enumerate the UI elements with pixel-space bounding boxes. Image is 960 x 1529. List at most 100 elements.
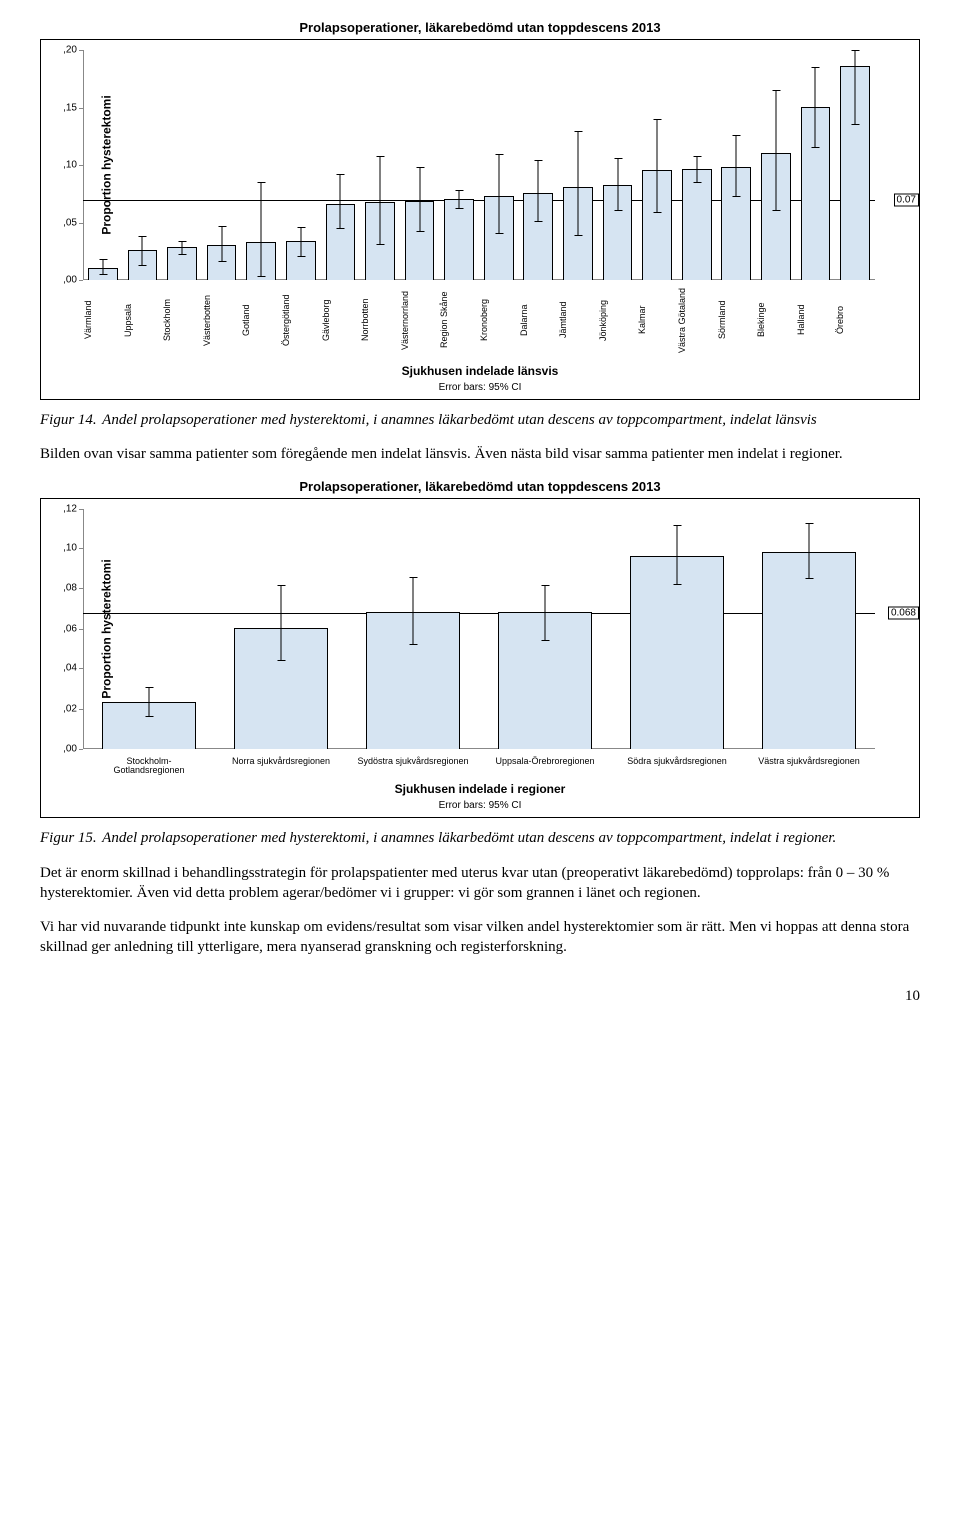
error-bar: [736, 135, 737, 197]
bar-slot: [796, 50, 836, 280]
figure-14-num: Figur 14.: [40, 412, 99, 428]
ytick-label: ,04: [47, 663, 77, 674]
reference-label: 0.068: [888, 606, 919, 619]
error-bar: [261, 182, 262, 276]
bar-slot: [717, 50, 757, 280]
x-category-label: Uppsala: [123, 284, 163, 358]
ytick-label: ,20: [47, 45, 77, 56]
error-bar: [413, 577, 414, 645]
figure-15: Prolapsoperationer, läkarebedömd utan to…: [40, 479, 920, 819]
figure-14: Prolapsoperationer, läkarebedömd utan to…: [40, 20, 920, 400]
paragraph-2: Det är enorm skillnad i behandlingsstrat…: [40, 863, 920, 904]
x-category-label: Norra sjukvårdsregionen: [215, 753, 347, 777]
ytick-label: ,10: [47, 160, 77, 171]
x-category-label: Värmland: [83, 284, 123, 358]
error-bar: [677, 525, 678, 585]
chart2-xlabels: Stockholm-GotlandsregionenNorra sjukvård…: [83, 753, 875, 777]
bar-slot: [598, 50, 638, 280]
error-bar: [815, 67, 816, 148]
bar-slot: [83, 50, 123, 280]
bar-slot: [439, 50, 479, 280]
ytick-label: ,12: [47, 503, 77, 514]
figure-14-text: Andel prolapsoperationer med hysterektom…: [102, 412, 817, 428]
error-bar: [775, 90, 776, 211]
bar-slot: [241, 50, 281, 280]
ytick-label: ,00: [47, 275, 77, 286]
chart2-plot-area: Proportion hysterektomi ,00,02,04,06,08,…: [83, 509, 875, 749]
bar-slot: [479, 509, 611, 749]
bar-slot: [83, 509, 215, 749]
figure-15-caption: Figur 15. Andel prolapsoperationer med h…: [40, 828, 920, 848]
chart1-title: Prolapsoperationer, läkarebedömd utan to…: [40, 20, 920, 35]
ytick-label: ,02: [47, 703, 77, 714]
paragraph-3: Vi har vid nuvarande tidpunkt inte kunsk…: [40, 917, 920, 958]
bar-slot: [756, 50, 796, 280]
x-category-label: Västra Götaland: [677, 284, 717, 358]
paragraph-1: Bilden ovan visar samma patienter som fö…: [40, 444, 920, 464]
error-bar: [809, 523, 810, 579]
bar-slot: [202, 50, 242, 280]
x-category-label: Örebro: [835, 284, 875, 358]
error-bar: [281, 585, 282, 661]
page-number: 10: [40, 988, 920, 1005]
bar-slot: [677, 50, 717, 280]
error-bar: [300, 227, 301, 257]
chart1-plot: ,00,05,10,15,200.07: [83, 50, 875, 280]
error-bar: [855, 50, 856, 125]
chart1-error-note: Error bars: 95% CI: [41, 382, 919, 393]
ytick-label: ,10: [47, 543, 77, 554]
chart2-plot: ,00,02,04,06,08,10,120.068: [83, 509, 875, 749]
reference-label: 0.07: [894, 193, 919, 206]
bar-slot: [162, 50, 202, 280]
x-category-label: Stockholm: [162, 284, 202, 358]
x-category-label: Region Skåne: [439, 284, 479, 358]
figure-15-num: Figur 15.: [40, 830, 99, 846]
x-category-label: Södra sjukvårdsregionen: [611, 753, 743, 777]
error-bar: [498, 154, 499, 235]
bar-slot: [835, 50, 875, 280]
x-category-label: Dalarna: [519, 284, 559, 358]
chart2-xaxis-title: Sjukhusen indelade i regioner: [41, 782, 919, 796]
error-bar: [459, 190, 460, 208]
x-category-label: Västerbotten: [202, 284, 242, 358]
error-bar: [181, 241, 182, 255]
x-category-label: Sörmland: [717, 284, 757, 358]
bar-slot: [215, 509, 347, 749]
error-bar: [577, 131, 578, 237]
bar-slot: [611, 509, 743, 749]
error-bar: [538, 160, 539, 222]
bar-slot: [479, 50, 519, 280]
bar-slot: [360, 50, 400, 280]
ytick-label: ,06: [47, 623, 77, 634]
ytick-label: ,05: [47, 217, 77, 228]
error-bar: [419, 167, 420, 231]
error-bar: [221, 226, 222, 262]
x-category-label: Jämtland: [558, 284, 598, 358]
x-category-label: Västernorrland: [400, 284, 440, 358]
x-category-label: Jönköping: [598, 284, 638, 358]
ytick-label: ,00: [47, 743, 77, 754]
bar-slot: [281, 50, 321, 280]
bar: [444, 199, 474, 281]
ytick-label: ,15: [47, 102, 77, 113]
error-bar: [379, 156, 380, 246]
error-bar: [340, 174, 341, 229]
chart1-xlabels: VärmlandUppsalaStockholmVästerbottenGotl…: [83, 284, 875, 358]
x-category-label: Stockholm-Gotlandsregionen: [83, 753, 215, 777]
chart1-panel: Proportion hysterektomi ,00,05,10,15,200…: [40, 39, 920, 400]
bar-slot: [347, 509, 479, 749]
error-bar: [142, 236, 143, 266]
x-category-label: Norrbotten: [360, 284, 400, 358]
bar-slot: [558, 50, 598, 280]
ytick-label: ,08: [47, 583, 77, 594]
x-category-label: Gotland: [241, 284, 281, 358]
figure-14-caption: Figur 14. Andel prolapsoperationer med h…: [40, 410, 920, 430]
x-category-label: Kalmar: [637, 284, 677, 358]
bar-slot: [123, 50, 163, 280]
x-category-label: Halland: [796, 284, 836, 358]
x-category-label: Gävleborg: [321, 284, 361, 358]
bar-slot: [400, 50, 440, 280]
bar: [682, 169, 712, 280]
x-category-label: Blekinge: [756, 284, 796, 358]
x-category-label: Kronoberg: [479, 284, 519, 358]
